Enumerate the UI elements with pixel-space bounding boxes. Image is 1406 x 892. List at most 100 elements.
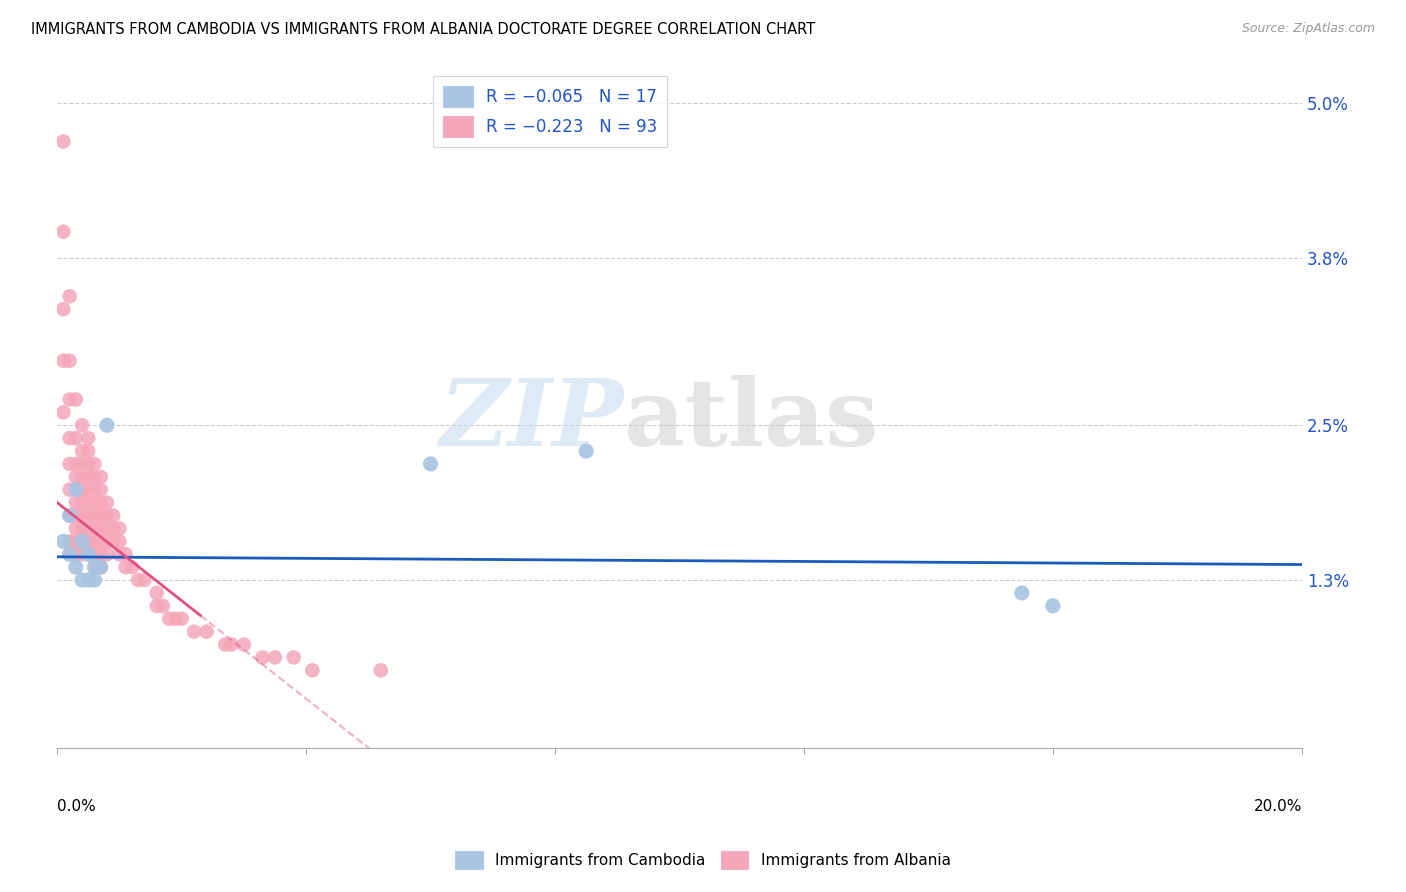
Point xyxy=(83,495,105,509)
Point xyxy=(59,483,82,497)
Point xyxy=(103,508,125,523)
Point xyxy=(70,521,93,535)
Point xyxy=(90,470,112,484)
Point xyxy=(59,547,82,561)
Point xyxy=(96,534,118,549)
Point xyxy=(370,663,392,677)
Point xyxy=(59,392,82,407)
Point xyxy=(77,495,100,509)
Point xyxy=(59,431,82,445)
Point xyxy=(108,547,131,561)
Point xyxy=(83,521,105,535)
Point xyxy=(108,521,131,535)
Point xyxy=(52,405,75,419)
Point xyxy=(65,508,87,523)
Point xyxy=(77,457,100,471)
Point xyxy=(264,650,287,665)
Point xyxy=(70,508,93,523)
Point xyxy=(77,470,100,484)
Point xyxy=(90,521,112,535)
Point xyxy=(96,547,118,561)
Point xyxy=(65,483,87,497)
Point xyxy=(59,457,82,471)
Point xyxy=(65,534,87,549)
Point xyxy=(114,560,136,574)
Text: IMMIGRANTS FROM CAMBODIA VS IMMIGRANTS FROM ALBANIA DOCTORATE DEGREE CORRELATION: IMMIGRANTS FROM CAMBODIA VS IMMIGRANTS F… xyxy=(31,22,815,37)
Point xyxy=(127,573,149,587)
Point xyxy=(103,534,125,549)
Point xyxy=(232,638,254,652)
Text: Source: ZipAtlas.com: Source: ZipAtlas.com xyxy=(1241,22,1375,36)
Point xyxy=(77,431,100,445)
Point xyxy=(59,508,82,523)
Point xyxy=(65,560,87,574)
Point xyxy=(65,431,87,445)
Point xyxy=(152,599,174,613)
Point xyxy=(70,495,93,509)
Point xyxy=(1042,599,1064,613)
Point xyxy=(90,560,112,574)
Point xyxy=(65,483,87,497)
Point xyxy=(83,534,105,549)
Point xyxy=(59,289,82,303)
Point xyxy=(77,534,100,549)
Point xyxy=(59,534,82,549)
Point xyxy=(90,560,112,574)
Point xyxy=(145,599,167,613)
Point xyxy=(70,573,93,587)
Point xyxy=(96,495,118,509)
Point xyxy=(183,624,205,639)
Point xyxy=(77,483,100,497)
Point xyxy=(121,560,143,574)
Point xyxy=(77,547,100,561)
Point xyxy=(65,470,87,484)
Text: atlas: atlas xyxy=(623,375,879,465)
Point xyxy=(77,521,100,535)
Text: 0.0%: 0.0% xyxy=(58,799,96,814)
Point xyxy=(83,547,105,561)
Point xyxy=(70,534,93,549)
Point xyxy=(283,650,305,665)
Point xyxy=(83,483,105,497)
Point xyxy=(103,521,125,535)
Text: 20.0%: 20.0% xyxy=(1254,799,1302,814)
Point xyxy=(52,302,75,317)
Point xyxy=(70,470,93,484)
Point xyxy=(65,495,87,509)
Point xyxy=(90,547,112,561)
Point xyxy=(59,547,82,561)
Point xyxy=(195,624,218,639)
Point xyxy=(65,521,87,535)
Point xyxy=(70,534,93,549)
Point xyxy=(70,457,93,471)
Point xyxy=(52,353,75,368)
Point xyxy=(77,547,100,561)
Point xyxy=(77,444,100,458)
Point xyxy=(134,573,156,587)
Point xyxy=(70,547,93,561)
Point xyxy=(83,457,105,471)
Point xyxy=(59,353,82,368)
Legend: R = −0.065   N = 17, R = −0.223   N = 93: R = −0.065 N = 17, R = −0.223 N = 93 xyxy=(433,76,668,147)
Point xyxy=(165,612,187,626)
Point xyxy=(252,650,274,665)
Point xyxy=(52,225,75,239)
Point xyxy=(221,638,243,652)
Point xyxy=(170,612,193,626)
Point xyxy=(77,573,100,587)
Point xyxy=(108,534,131,549)
Point xyxy=(52,135,75,149)
Point xyxy=(96,418,118,433)
Point xyxy=(65,392,87,407)
Point xyxy=(575,444,598,458)
Point xyxy=(70,483,93,497)
Point xyxy=(90,483,112,497)
Point xyxy=(96,508,118,523)
Point xyxy=(70,444,93,458)
Point xyxy=(90,508,112,523)
Point xyxy=(301,663,323,677)
Point xyxy=(70,418,93,433)
Legend: Immigrants from Cambodia, Immigrants from Albania: Immigrants from Cambodia, Immigrants fro… xyxy=(450,845,956,875)
Point xyxy=(214,638,236,652)
Point xyxy=(83,508,105,523)
